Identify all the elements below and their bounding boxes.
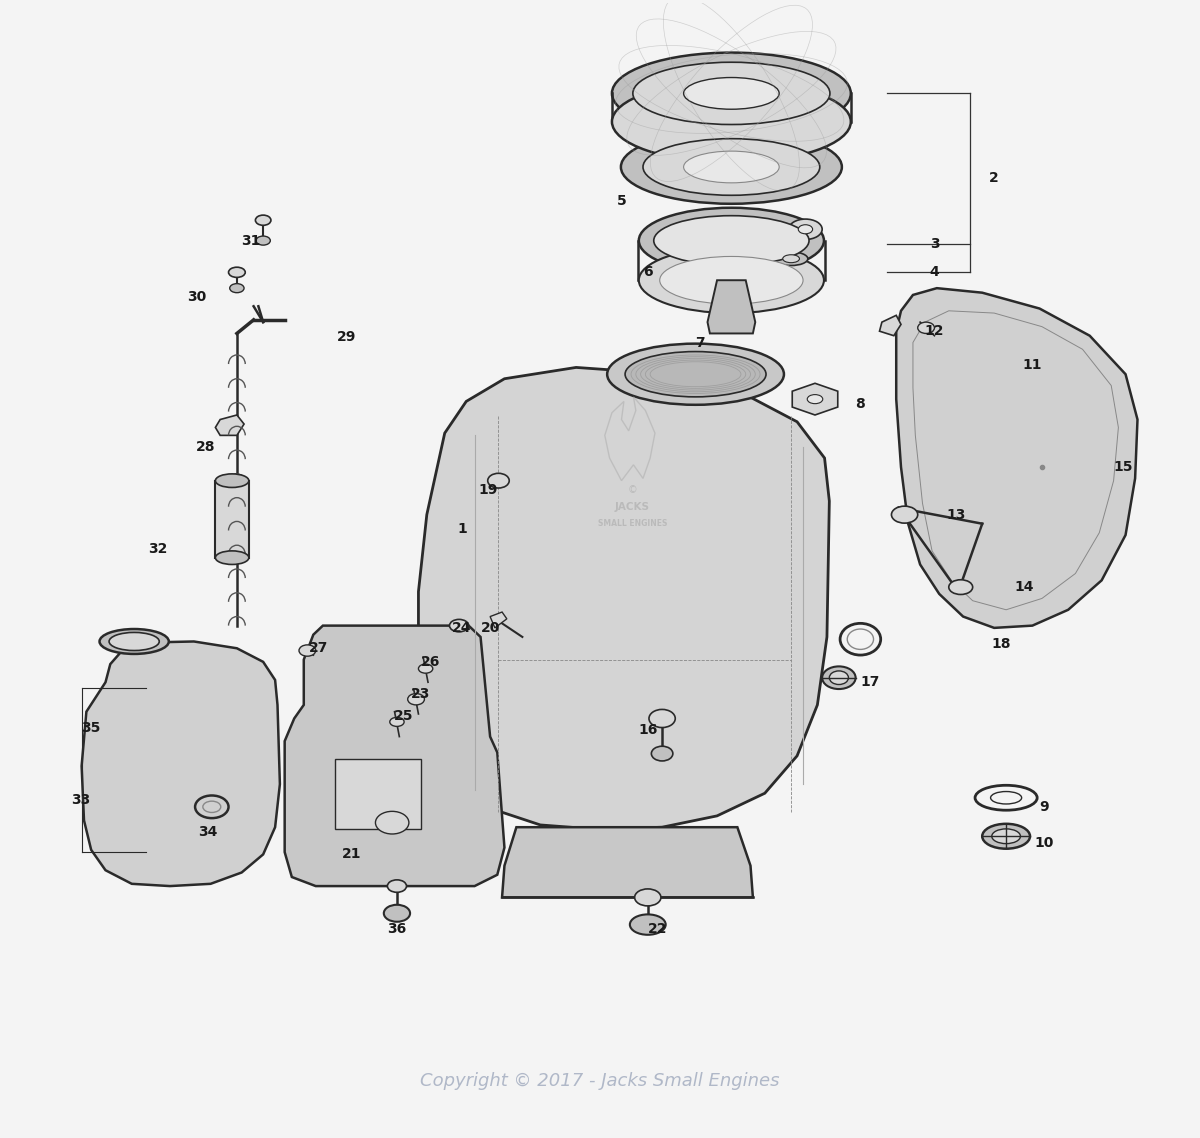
Text: 16: 16	[638, 723, 658, 736]
Polygon shape	[490, 612, 506, 628]
Ellipse shape	[684, 151, 779, 183]
Ellipse shape	[638, 247, 824, 313]
Ellipse shape	[256, 236, 270, 245]
Ellipse shape	[625, 352, 766, 397]
Text: 33: 33	[71, 793, 90, 807]
Ellipse shape	[376, 811, 409, 834]
Text: SMALL ENGINES: SMALL ENGINES	[598, 519, 667, 528]
Text: 2: 2	[989, 172, 1000, 185]
Text: Copyright © 2017 - Jacks Small Engines: Copyright © 2017 - Jacks Small Engines	[420, 1072, 780, 1090]
Ellipse shape	[635, 889, 661, 906]
Ellipse shape	[229, 283, 244, 292]
Polygon shape	[419, 368, 829, 830]
Ellipse shape	[228, 267, 245, 278]
Ellipse shape	[607, 344, 784, 405]
Ellipse shape	[419, 665, 433, 674]
Polygon shape	[215, 415, 244, 436]
Ellipse shape	[782, 255, 799, 263]
Ellipse shape	[892, 506, 918, 523]
Ellipse shape	[822, 667, 856, 688]
Text: 9: 9	[1039, 800, 1049, 814]
Ellipse shape	[630, 915, 666, 934]
Text: 27: 27	[308, 642, 328, 655]
Text: 12: 12	[925, 324, 944, 338]
Text: ©: ©	[628, 485, 637, 495]
Ellipse shape	[256, 215, 271, 225]
Text: 4: 4	[930, 265, 940, 279]
Polygon shape	[880, 315, 901, 336]
Ellipse shape	[109, 633, 160, 651]
Ellipse shape	[643, 139, 820, 196]
Ellipse shape	[100, 629, 169, 654]
Text: 21: 21	[342, 848, 361, 861]
Text: 35: 35	[82, 720, 101, 734]
Ellipse shape	[649, 709, 676, 727]
Text: 7: 7	[696, 336, 706, 349]
Text: 14: 14	[1014, 580, 1033, 594]
Text: 23: 23	[412, 686, 431, 701]
Ellipse shape	[788, 220, 822, 239]
Text: 36: 36	[388, 922, 407, 937]
Ellipse shape	[798, 224, 812, 233]
Text: 20: 20	[480, 621, 499, 635]
Ellipse shape	[487, 473, 509, 488]
Text: 5: 5	[617, 193, 626, 208]
Ellipse shape	[808, 395, 823, 404]
Ellipse shape	[612, 52, 851, 134]
Text: 34: 34	[198, 825, 218, 839]
Bar	[215, 480, 248, 558]
Ellipse shape	[949, 579, 973, 594]
Ellipse shape	[829, 671, 848, 685]
Text: 19: 19	[478, 483, 498, 496]
Ellipse shape	[660, 256, 803, 304]
Text: 30: 30	[187, 290, 206, 304]
Text: 15: 15	[1114, 460, 1133, 475]
Text: 10: 10	[1034, 836, 1054, 850]
Text: 8: 8	[856, 397, 865, 411]
Ellipse shape	[390, 717, 404, 726]
Polygon shape	[82, 642, 280, 887]
Polygon shape	[284, 626, 504, 887]
Polygon shape	[708, 280, 755, 333]
Text: 26: 26	[421, 654, 440, 669]
Ellipse shape	[388, 880, 407, 892]
Text: 1: 1	[457, 522, 468, 536]
Ellipse shape	[684, 77, 779, 109]
Ellipse shape	[918, 322, 935, 333]
Ellipse shape	[408, 693, 425, 704]
Ellipse shape	[638, 208, 824, 273]
Text: 6: 6	[643, 265, 653, 279]
Ellipse shape	[620, 130, 842, 204]
Ellipse shape	[450, 619, 469, 632]
Ellipse shape	[652, 747, 673, 761]
Text: 22: 22	[648, 922, 667, 937]
Text: 24: 24	[451, 621, 472, 635]
Text: 28: 28	[196, 439, 216, 454]
Text: 31: 31	[241, 233, 260, 248]
Ellipse shape	[983, 824, 1030, 849]
Ellipse shape	[632, 63, 830, 124]
Text: 13: 13	[947, 508, 966, 521]
Polygon shape	[502, 827, 752, 898]
Ellipse shape	[299, 645, 316, 657]
Polygon shape	[896, 288, 1138, 628]
Text: 3: 3	[930, 237, 940, 251]
Text: 25: 25	[395, 709, 414, 724]
Text: JACKS: JACKS	[614, 502, 649, 512]
Polygon shape	[792, 384, 838, 415]
Ellipse shape	[991, 828, 1020, 843]
Bar	[335, 759, 421, 830]
Ellipse shape	[654, 216, 809, 265]
Ellipse shape	[215, 473, 248, 487]
Ellipse shape	[774, 251, 808, 265]
Text: 17: 17	[860, 675, 880, 690]
Text: 29: 29	[337, 330, 356, 344]
Ellipse shape	[215, 551, 248, 564]
Ellipse shape	[384, 905, 410, 922]
Text: 18: 18	[991, 637, 1012, 651]
Text: 32: 32	[149, 542, 168, 555]
Text: 11: 11	[1022, 358, 1042, 372]
Ellipse shape	[612, 81, 851, 163]
